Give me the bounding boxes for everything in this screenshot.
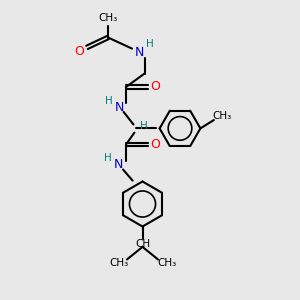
Text: CH₃: CH₃ xyxy=(157,258,176,268)
Text: CH₃: CH₃ xyxy=(109,258,128,268)
Text: N: N xyxy=(114,100,124,114)
Text: CH₃: CH₃ xyxy=(212,111,232,121)
Text: H: H xyxy=(140,121,147,131)
Text: H: H xyxy=(104,153,112,164)
Text: O: O xyxy=(151,138,160,151)
Text: N: N xyxy=(135,46,144,59)
Text: H: H xyxy=(146,39,154,50)
Text: O: O xyxy=(151,80,160,94)
Text: CH₃: CH₃ xyxy=(98,13,118,23)
Text: CH: CH xyxy=(135,239,150,249)
Text: O: O xyxy=(75,45,84,58)
Text: H: H xyxy=(105,95,113,106)
Text: N: N xyxy=(114,158,123,172)
